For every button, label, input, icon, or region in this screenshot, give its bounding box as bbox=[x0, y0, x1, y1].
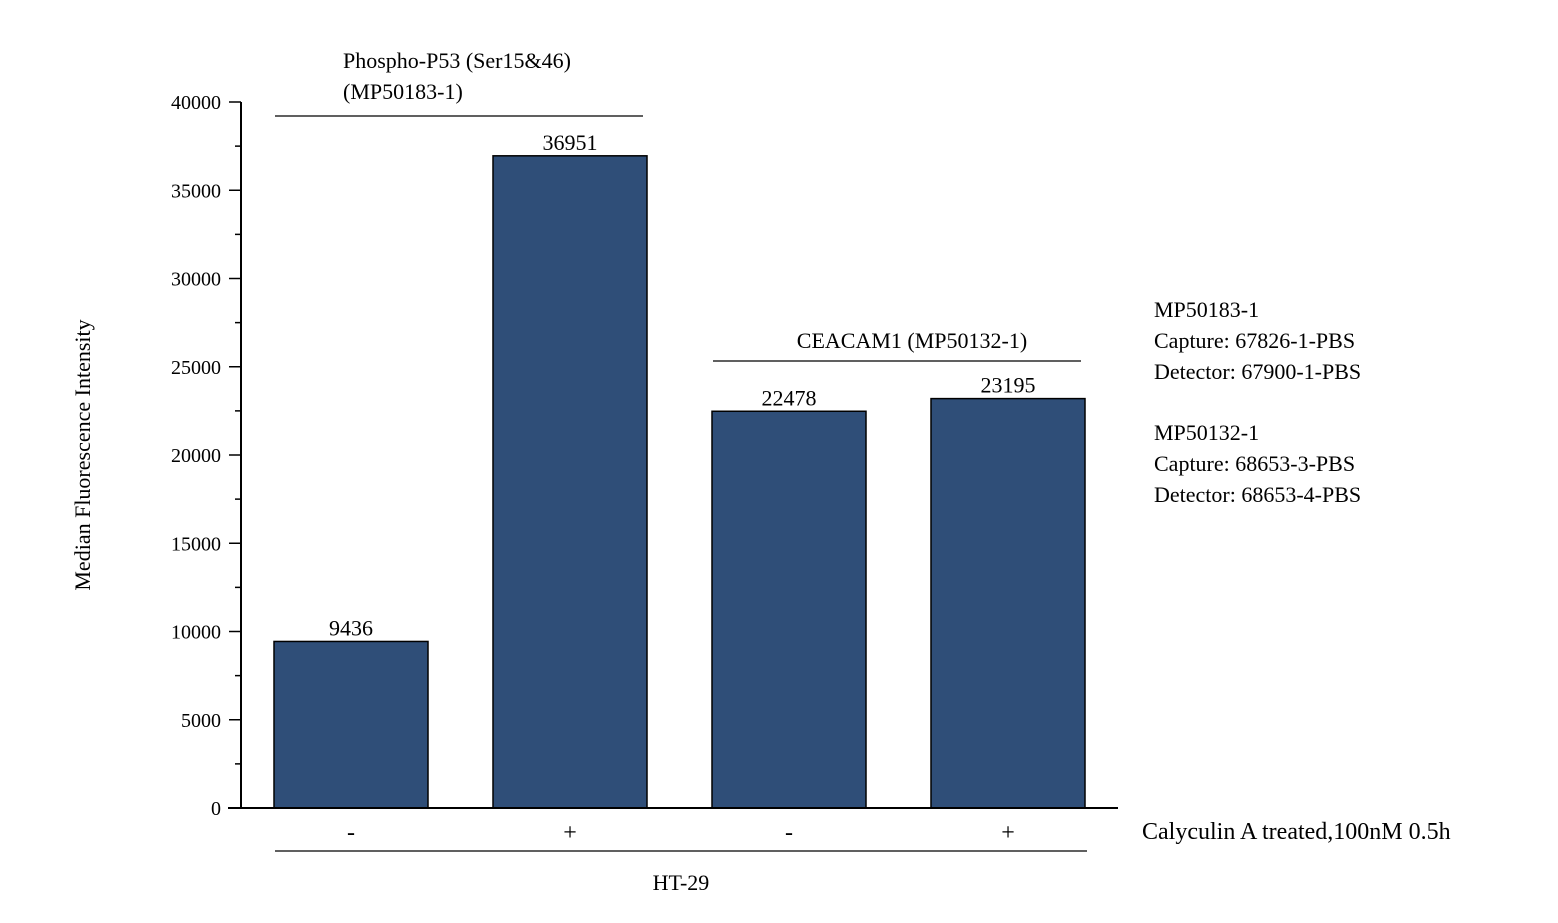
bar-3 bbox=[930, 397, 1086, 809]
y-tick-label: 20000 bbox=[171, 445, 221, 467]
group-label-0-line-1: (MP50183-1) bbox=[343, 79, 463, 104]
note-0-line-0: MP50183-1 bbox=[1154, 297, 1259, 322]
data-label-3: 23195 bbox=[981, 373, 1036, 398]
category-label-3: + bbox=[1001, 820, 1015, 846]
note-1-line-2: Detector: 68653-4-PBS bbox=[1154, 482, 1361, 507]
side-notes: MP50183-1 Capture: 67826-1-PBS Detector: 6… bbox=[1154, 297, 1361, 507]
bars-layer bbox=[273, 155, 1086, 809]
y-tick-label: 5000 bbox=[181, 710, 221, 732]
cell-line-label: HT-29 bbox=[653, 870, 710, 895]
y-tick-label: 10000 bbox=[171, 622, 221, 644]
labels-layer: 0 5000 10000 15000 20000 25000 30000 35000 40000… bbox=[171, 48, 1081, 846]
bar-0 bbox=[273, 640, 429, 809]
category-label-0: - bbox=[347, 820, 355, 846]
data-label-1: 36951 bbox=[543, 130, 598, 155]
note-0-line-2: Detector: 67900-1-PBS bbox=[1154, 359, 1361, 384]
note-0-line-1: Capture: 67826-1-PBS bbox=[1154, 328, 1355, 353]
note-1-line-1: Capture: 68653-3-PBS bbox=[1154, 451, 1355, 476]
y-tick-label: 30000 bbox=[171, 269, 221, 291]
note-1-line-0: MP50132-1 bbox=[1154, 420, 1259, 445]
y-axis-title: Median Fluorescence Intensity bbox=[70, 319, 95, 590]
category-label-1: + bbox=[563, 820, 577, 846]
y-tick-label: 0 bbox=[211, 798, 221, 820]
group-label-1-line-0: CEACAM1 (MP50132-1) bbox=[797, 328, 1027, 353]
y-tick-label: 15000 bbox=[171, 533, 221, 555]
axes-layer bbox=[228, 101, 1118, 809]
treatment-label: Calyculin A treated,100nM 0.5h bbox=[1142, 819, 1451, 845]
bar-2 bbox=[711, 410, 867, 809]
bar-1 bbox=[492, 155, 648, 809]
data-label-2: 22478 bbox=[762, 385, 817, 410]
y-tick-label: 35000 bbox=[171, 180, 221, 202]
y-tick-label: 25000 bbox=[171, 357, 221, 379]
y-tick-label: 40000 bbox=[171, 92, 221, 114]
group-label-0-line-0: Phospho-P53 (Ser15&46) bbox=[343, 48, 571, 73]
data-label-0: 9436 bbox=[329, 615, 373, 640]
category-label-2: - bbox=[785, 820, 793, 846]
